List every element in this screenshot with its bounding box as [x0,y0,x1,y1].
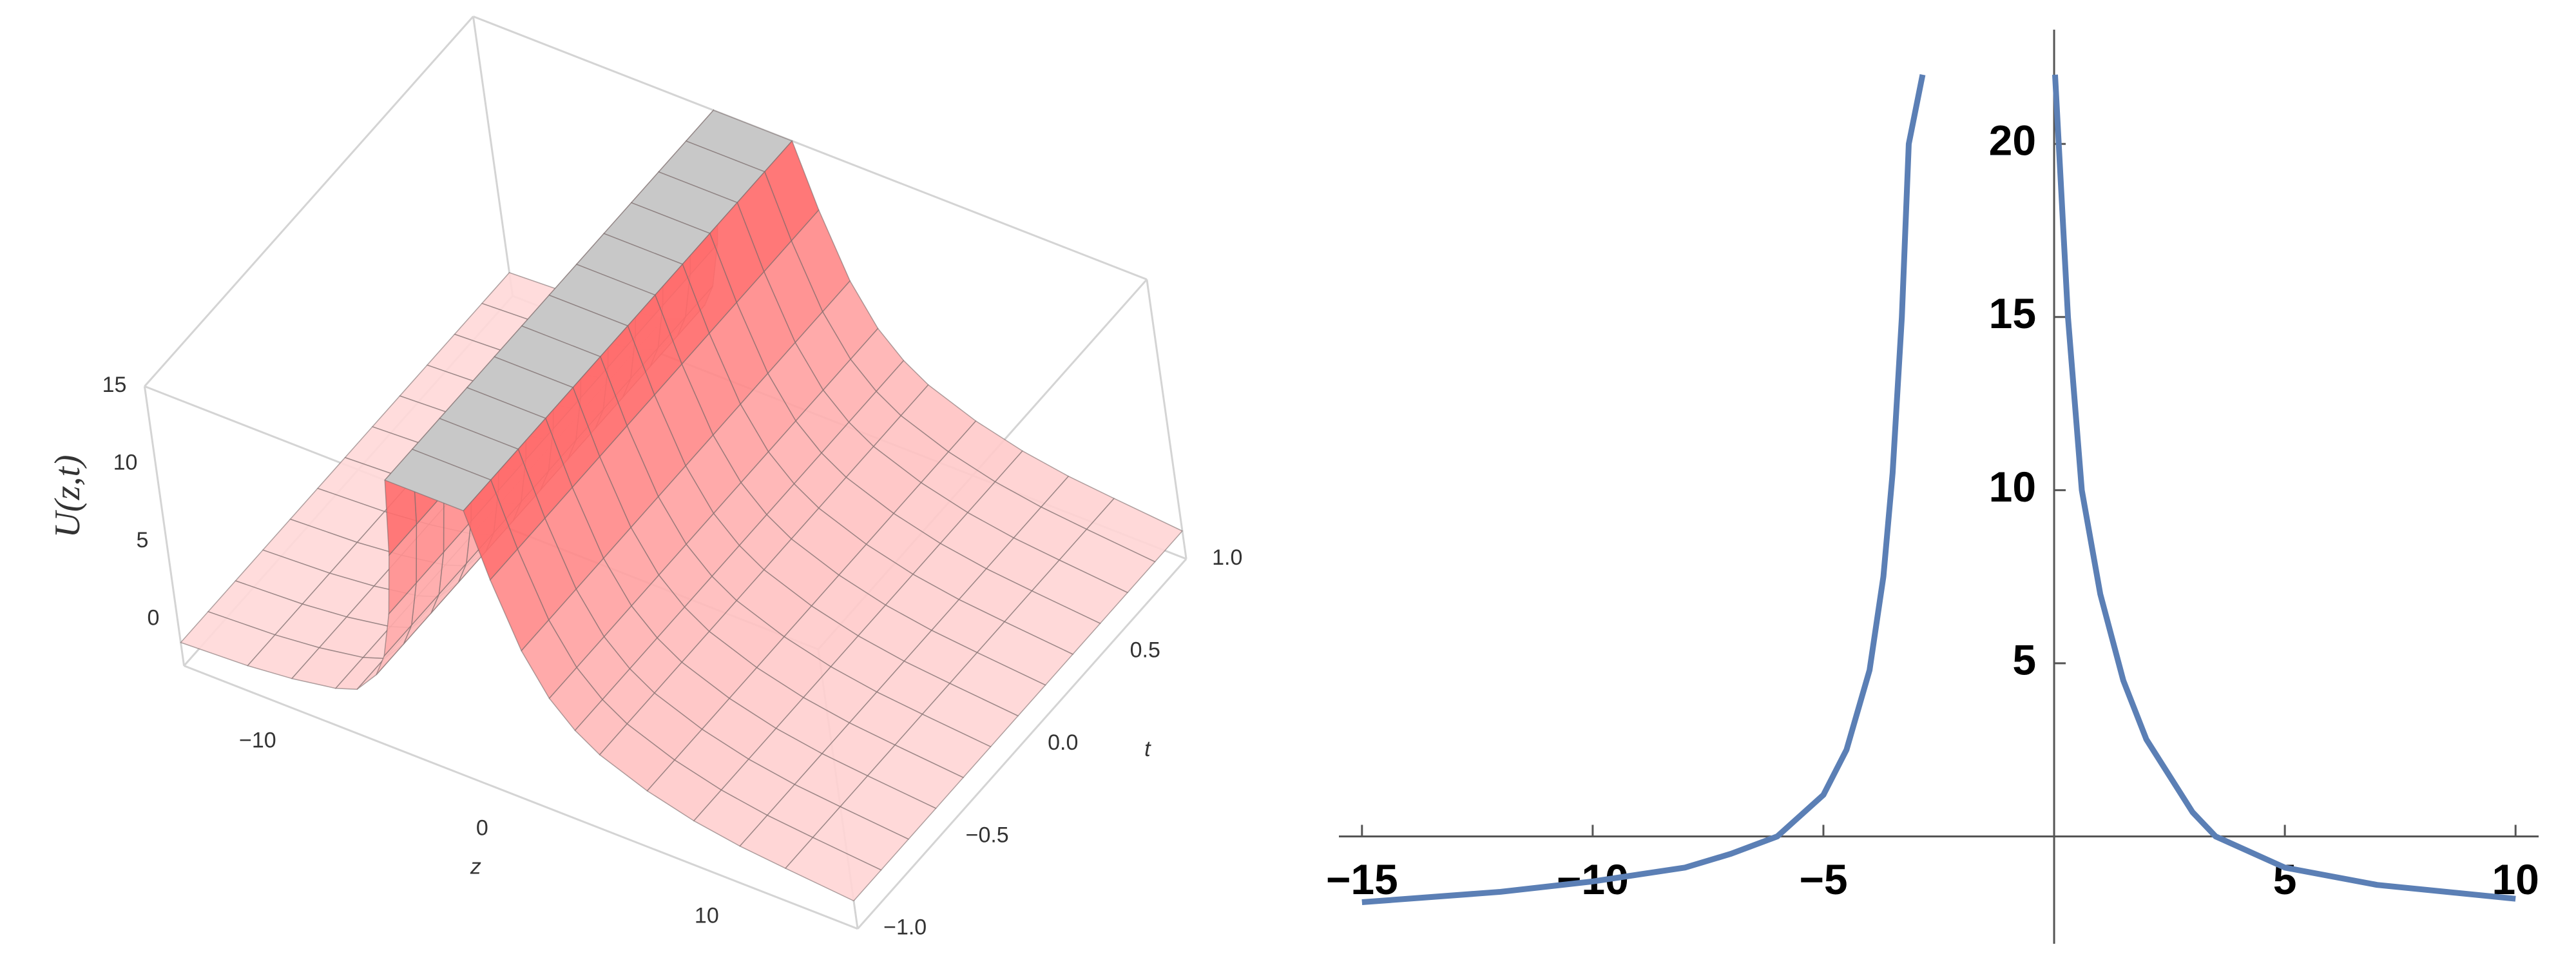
u-tick-label: 15 [102,373,127,397]
box-edge [184,665,858,930]
x-tick-label: −5 [1799,855,1847,903]
t-tick-label: 0.5 [1130,638,1160,662]
line-series [1361,73,2516,906]
u-tick-label: 0 [147,605,159,630]
t-tick-label: −1.0 [883,915,927,940]
y-tick-label: 5 [2012,636,2036,683]
t-tick-label: −0.5 [966,823,1009,847]
z-axis-label: z [470,855,481,879]
box-edge [472,16,514,297]
x-tick-label: −15 [1326,855,1398,903]
u-tick-label: 10 [113,451,138,475]
z-tick-label: −10 [239,728,276,753]
box-edge [856,558,1187,930]
t-axis-label: t [1144,737,1151,761]
surface-plot: −10 0 10 −1.0 −0.5 0.0 0.5 1.0 0 5 10 15 z t U(z,t) [48,15,1242,940]
u-axis-label: U(z,t) [48,454,88,538]
surface-patch [784,837,882,902]
box-edge [1146,279,1187,560]
y-tick-label: 15 [1989,289,2036,337]
box-edge [143,386,186,666]
t-tick-label: 0.0 [1048,730,1078,755]
y-tick-label: 10 [1989,463,2036,511]
box-edge [144,15,474,387]
z-tick-label: 10 [695,904,719,928]
y-tick-label: 20 [1989,117,2036,164]
z-tick-label: 0 [476,816,488,841]
box-edge [472,15,1148,280]
t-tick-label: 1.0 [1212,545,1242,570]
u-tick-label: 5 [136,528,148,552]
